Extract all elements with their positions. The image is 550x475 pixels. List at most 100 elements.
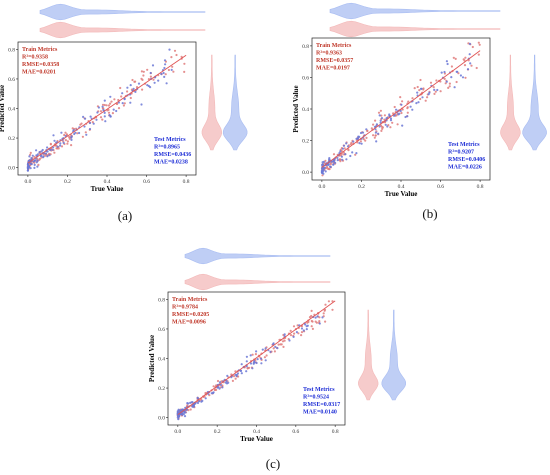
test-point xyxy=(288,339,291,342)
train-point xyxy=(117,98,120,102)
test-point xyxy=(201,399,204,402)
train-point xyxy=(111,112,114,115)
test-point xyxy=(378,114,381,117)
train-point xyxy=(407,100,410,103)
test-point xyxy=(163,75,166,78)
train-point xyxy=(105,104,108,107)
test-point xyxy=(97,106,100,109)
train-point xyxy=(464,56,467,59)
train-point xyxy=(318,316,321,319)
train-point xyxy=(119,86,122,90)
test-point xyxy=(264,347,267,350)
test-point xyxy=(302,329,305,332)
train-point xyxy=(175,53,178,57)
test-point xyxy=(249,362,253,365)
test-point xyxy=(41,148,44,152)
train-point xyxy=(57,147,60,150)
train-metric-line: MAE=0.0096 xyxy=(172,320,206,326)
test-point xyxy=(162,71,165,75)
train-point xyxy=(64,139,67,142)
test-point xyxy=(261,348,264,351)
train-point xyxy=(426,96,429,99)
test-point xyxy=(334,161,337,164)
train-metric-line: Train Metrics xyxy=(22,47,58,53)
side-violin-train xyxy=(201,54,223,151)
train-point xyxy=(44,154,47,157)
train-point xyxy=(282,345,285,348)
train-metric-line: RMSE=0.0358 xyxy=(22,62,59,68)
test-point xyxy=(324,170,327,173)
test-point xyxy=(274,345,277,348)
test-point xyxy=(184,411,187,414)
test-point xyxy=(322,168,325,172)
train-metric-line: R²=0.9784 xyxy=(172,305,198,311)
test-point xyxy=(401,124,404,127)
train-point xyxy=(254,353,257,356)
side-violin-train xyxy=(500,54,521,151)
test-point xyxy=(328,158,331,161)
x-tick-label: 0.2 xyxy=(64,179,71,185)
train-point xyxy=(180,55,183,58)
test-point xyxy=(333,158,336,162)
train-point xyxy=(140,77,143,80)
scatter-panel-3: 0.0 0.2 0.4 0.6 0.8 0.0 0.2 0.4 0.6 0.8 True Value… xyxy=(148,291,346,443)
x-tick-label: 0.6 xyxy=(292,429,299,435)
test-point xyxy=(264,359,267,362)
test-point xyxy=(379,119,382,122)
test-point xyxy=(73,132,76,136)
train-point xyxy=(315,321,318,324)
test-point xyxy=(409,105,412,108)
train-point xyxy=(471,45,474,49)
train-point xyxy=(401,100,404,103)
train-metric-line: RMSE=0.0357 xyxy=(316,58,353,64)
test-point xyxy=(341,158,344,161)
train-point xyxy=(66,142,69,145)
test-point xyxy=(404,115,407,119)
test-point xyxy=(358,142,361,145)
train-point xyxy=(189,408,192,411)
test-point xyxy=(420,87,423,90)
train-metric-line: Train Metrics xyxy=(316,43,352,49)
test-point xyxy=(164,63,167,66)
test-point xyxy=(283,333,286,336)
train-metric-line: Train Metrics xyxy=(172,297,208,303)
test-point xyxy=(236,372,240,375)
train-point xyxy=(133,80,136,83)
test-point xyxy=(375,123,378,126)
train-point xyxy=(324,159,327,162)
test-point xyxy=(101,105,104,108)
train-point xyxy=(327,167,330,171)
fit-line xyxy=(27,54,187,164)
train-point xyxy=(373,136,376,139)
train-point xyxy=(283,339,286,342)
train-point xyxy=(443,77,446,80)
y-axis-label: Predicted Value xyxy=(148,335,156,382)
test-point xyxy=(217,385,220,389)
test-point xyxy=(456,70,459,73)
test-point xyxy=(140,103,143,106)
test-point xyxy=(240,363,243,366)
test-point xyxy=(149,71,152,75)
test-point xyxy=(176,410,179,413)
test-point xyxy=(386,125,389,128)
test-point xyxy=(210,392,213,395)
test-point xyxy=(374,131,377,134)
train-point xyxy=(332,153,336,156)
train-point xyxy=(477,53,480,56)
test-point xyxy=(196,401,200,405)
x-axis-label: True Value xyxy=(385,190,418,198)
test-point xyxy=(62,141,65,144)
train-point xyxy=(331,308,334,311)
y-tick-label: 0.0 xyxy=(158,416,165,422)
test-point xyxy=(321,316,324,319)
train-point xyxy=(455,80,458,84)
train-point xyxy=(140,70,143,73)
test-point xyxy=(468,42,471,46)
y-tick-label: 0.8 xyxy=(8,47,15,53)
test-point xyxy=(121,102,124,105)
test-point xyxy=(443,70,446,74)
test-point xyxy=(103,111,106,114)
train-point xyxy=(362,138,365,141)
test-point xyxy=(392,114,396,117)
x-tick-label: 0.4 xyxy=(398,184,405,190)
